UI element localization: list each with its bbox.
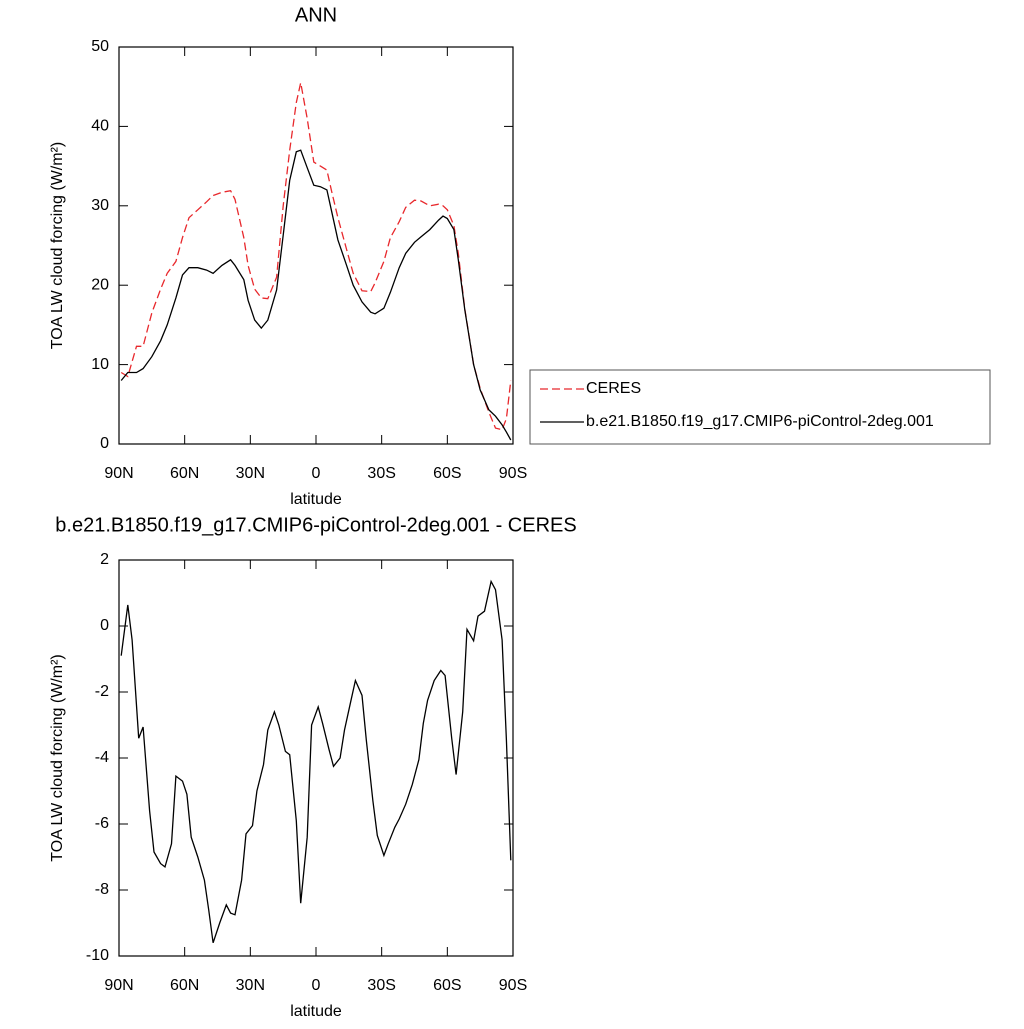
data-line	[120, 149, 512, 441]
chart-title: b.e21.B1850.f19_g17.CMIP6-piControl-2deg…	[55, 514, 576, 536]
x-tick-label: 90N	[104, 465, 133, 482]
data-line	[120, 579, 512, 944]
y-tick-label: 50	[91, 38, 109, 55]
y-tick-label: 30	[91, 197, 109, 214]
y-tick-label: -6	[95, 815, 109, 832]
y-tick-label: 10	[91, 356, 109, 373]
x-tick-label: 90S	[499, 465, 527, 482]
legend-label: CERES	[586, 380, 641, 397]
data-line	[120, 82, 512, 431]
x-tick-label: 90S	[499, 977, 527, 994]
x-tick-label: 30S	[367, 977, 395, 994]
x-axis-label: latitude	[290, 1003, 342, 1020]
x-tick-label: 0	[312, 977, 321, 994]
chart-title: ANN	[295, 4, 337, 26]
y-tick-label: 0	[100, 617, 109, 634]
y-tick-label: -10	[86, 947, 109, 964]
x-axis-label: latitude	[290, 491, 342, 508]
y-tick-label: 20	[91, 276, 109, 293]
x-tick-label: 0	[312, 465, 321, 482]
legend-box	[529, 369, 991, 445]
x-tick-label: 60S	[433, 977, 461, 994]
y-axis-label: TOA LW cloud forcing (W/m²)	[49, 142, 66, 349]
x-tick-label: 60N	[170, 977, 199, 994]
plot-frame	[118, 46, 514, 445]
x-tick-label: 30S	[367, 465, 395, 482]
x-tick-label: 60N	[170, 465, 199, 482]
y-tick-label: 40	[91, 118, 109, 135]
x-tick-label: 60S	[433, 465, 461, 482]
x-tick-label: 90N	[104, 977, 133, 994]
y-tick-label: -4	[95, 749, 109, 766]
x-tick-label: 30N	[236, 977, 265, 994]
y-tick-label: 0	[100, 435, 109, 452]
x-tick-label: 30N	[236, 465, 265, 482]
legend-label: b.e21.B1850.f19_g17.CMIP6-piControl-2deg…	[586, 413, 934, 430]
y-tick-label: -8	[95, 881, 109, 898]
y-axis-label: TOA LW cloud forcing (W/m²)	[49, 654, 66, 861]
y-tick-label: -2	[95, 683, 109, 700]
y-tick-label: 2	[100, 551, 109, 568]
